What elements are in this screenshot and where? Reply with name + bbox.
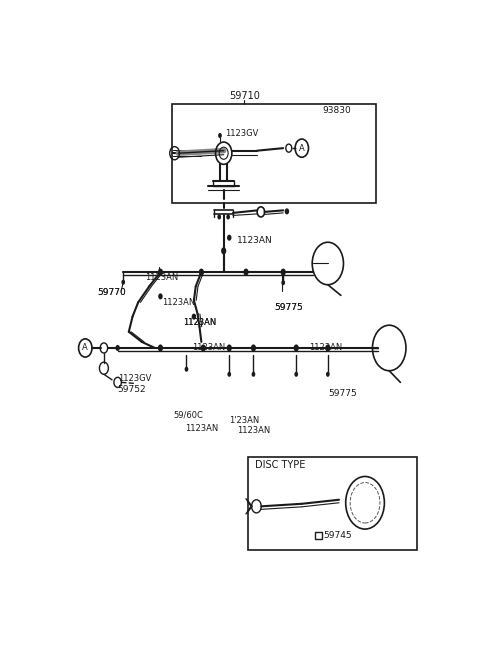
Circle shape <box>285 208 289 214</box>
Text: 1123AN: 1123AN <box>309 344 343 352</box>
Circle shape <box>227 344 232 351</box>
Text: 1123AN: 1123AN <box>183 318 216 327</box>
Bar <box>172 104 376 203</box>
Text: 59752: 59752 <box>118 386 146 394</box>
Circle shape <box>121 280 125 284</box>
Text: 59775: 59775 <box>274 303 303 312</box>
Circle shape <box>243 269 249 276</box>
Circle shape <box>294 344 299 351</box>
Text: 1123AN: 1123AN <box>185 424 218 434</box>
Text: 1123GV: 1123GV <box>118 374 151 383</box>
Text: 1123AN: 1123AN <box>237 426 270 435</box>
Text: 59710: 59710 <box>228 91 260 101</box>
Circle shape <box>158 344 163 351</box>
Circle shape <box>221 247 226 254</box>
Text: A: A <box>299 144 305 152</box>
Text: 59770: 59770 <box>97 288 126 297</box>
Bar <box>248 457 417 551</box>
Circle shape <box>158 293 163 300</box>
Circle shape <box>158 269 163 276</box>
Circle shape <box>251 344 256 351</box>
Circle shape <box>226 214 230 219</box>
Circle shape <box>294 372 298 377</box>
Circle shape <box>185 367 188 372</box>
Text: 59775: 59775 <box>274 303 303 312</box>
Circle shape <box>218 133 222 138</box>
Circle shape <box>227 235 231 240</box>
Text: 1123GV: 1123GV <box>226 129 259 139</box>
Circle shape <box>281 280 285 285</box>
Text: DISC TYPE: DISC TYPE <box>255 460 306 470</box>
Text: 1123AN: 1123AN <box>145 273 179 282</box>
Circle shape <box>326 372 330 377</box>
Text: 93830: 93830 <box>322 106 351 115</box>
Text: 1123AN: 1123AN <box>192 344 225 352</box>
Circle shape <box>201 344 206 351</box>
Circle shape <box>252 372 255 377</box>
Text: 1123AN: 1123AN <box>237 237 273 245</box>
Circle shape <box>217 214 221 219</box>
Bar <box>315 532 322 539</box>
Circle shape <box>281 269 286 276</box>
Text: 59745: 59745 <box>324 531 352 539</box>
Text: 1123AN: 1123AN <box>183 318 216 327</box>
Circle shape <box>115 345 120 351</box>
Text: 59770: 59770 <box>97 288 126 297</box>
Text: 59/60C: 59/60C <box>173 411 204 420</box>
Text: A: A <box>83 344 88 352</box>
Circle shape <box>228 372 231 377</box>
Circle shape <box>199 269 204 276</box>
Text: 1'23AN: 1'23AN <box>229 416 260 425</box>
Text: 59775: 59775 <box>328 389 357 398</box>
Circle shape <box>325 344 330 351</box>
Text: 1123AN: 1123AN <box>162 298 195 307</box>
Circle shape <box>192 313 196 320</box>
